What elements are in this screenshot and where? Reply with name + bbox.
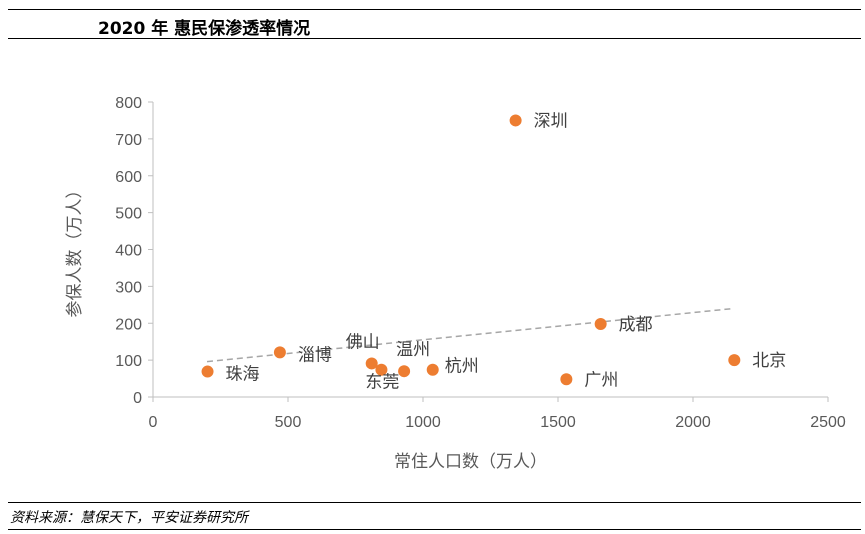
- y-axis-title: 参保人数（万人）: [65, 182, 85, 318]
- data-label: 佛山: [346, 332, 380, 352]
- y-tick-label: 600: [115, 169, 142, 186]
- y-tick-label: 300: [115, 279, 142, 296]
- data-point: [728, 354, 741, 367]
- data-label: 成都: [619, 315, 653, 335]
- y-tick-label: 700: [115, 132, 142, 149]
- x-tick-label: 2000: [675, 414, 711, 431]
- data-label: 深圳: [534, 111, 568, 131]
- data-point: [201, 365, 214, 378]
- x-tick-label: 500: [275, 414, 302, 431]
- data-label: 珠海: [226, 365, 260, 385]
- data-point: [560, 373, 573, 386]
- data-point: [509, 114, 522, 127]
- trendline: [206, 307, 734, 363]
- y-tick-label: 800: [115, 95, 142, 112]
- data-point: [375, 363, 388, 376]
- footer-bottom-rule: [8, 529, 861, 530]
- x-tick-label: 1500: [540, 414, 576, 431]
- data-label: 杭州: [445, 357, 479, 377]
- data-point: [398, 365, 411, 378]
- x-tick-label: 2500: [810, 414, 846, 431]
- page-title: 2020 年 惠民保渗透率情况: [98, 19, 311, 39]
- data-label: 淄博: [298, 345, 332, 365]
- y-tick-label: 200: [115, 316, 142, 333]
- data-label: 广州: [584, 370, 618, 390]
- data-label: 温州: [396, 340, 430, 360]
- footer-top-rule: [8, 502, 861, 503]
- x-axis-title: 常住人口数（万人）: [394, 452, 547, 472]
- data-label: 东莞: [365, 373, 399, 393]
- data-point: [273, 346, 286, 359]
- y-tick-label: 400: [115, 243, 142, 260]
- header-bottom-rule: [8, 38, 861, 39]
- header-top-rule: [8, 9, 861, 10]
- y-tick-label: 100: [115, 353, 142, 370]
- data-label: 北京: [752, 351, 786, 371]
- source-note: 资料来源：慧保天下，平安证券研究所: [10, 510, 248, 526]
- data-point: [365, 357, 378, 370]
- x-tick-label: 1000: [405, 414, 441, 431]
- data-point: [594, 317, 607, 330]
- y-tick-label: 500: [115, 206, 142, 223]
- y-tick-label: 0: [133, 390, 142, 407]
- data-point: [426, 363, 439, 376]
- x-tick-label: 0: [149, 414, 158, 431]
